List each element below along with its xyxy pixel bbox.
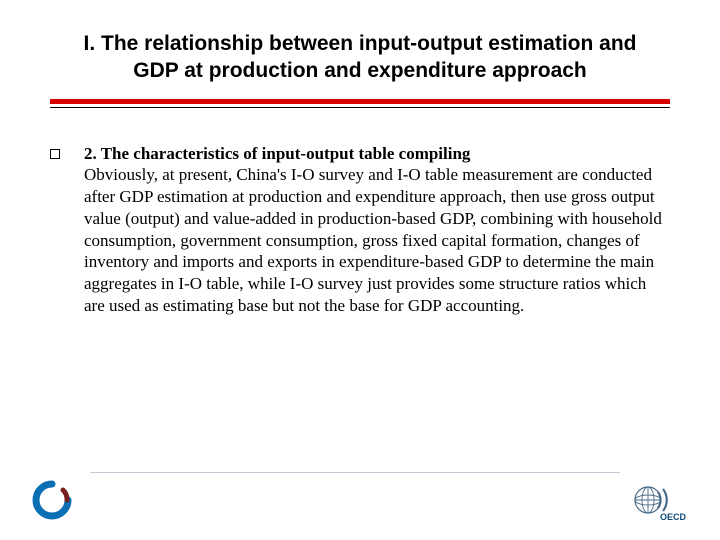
title-divider — [50, 99, 670, 107]
slide-container: I. The relationship between input-output… — [0, 0, 720, 540]
slide-footer: OECD — [30, 472, 690, 522]
swirl-logo-icon — [30, 478, 74, 522]
slide-title: I. The relationship between input-output… — [50, 30, 670, 85]
oecd-logo-icon: OECD — [630, 478, 690, 522]
content-subtitle: 2. The characteristics of input-output t… — [84, 144, 470, 163]
bullet-square-icon — [50, 149, 60, 159]
footer-line — [90, 472, 620, 473]
divider-line — [50, 107, 670, 108]
divider-bar — [50, 99, 670, 104]
oecd-text: OECD — [660, 512, 687, 522]
content-body: Obviously, at present, China's I-O surve… — [84, 165, 662, 315]
content-block: 2. The characteristics of input-output t… — [50, 143, 670, 317]
text-block: 2. The characteristics of input-output t… — [84, 143, 670, 317]
